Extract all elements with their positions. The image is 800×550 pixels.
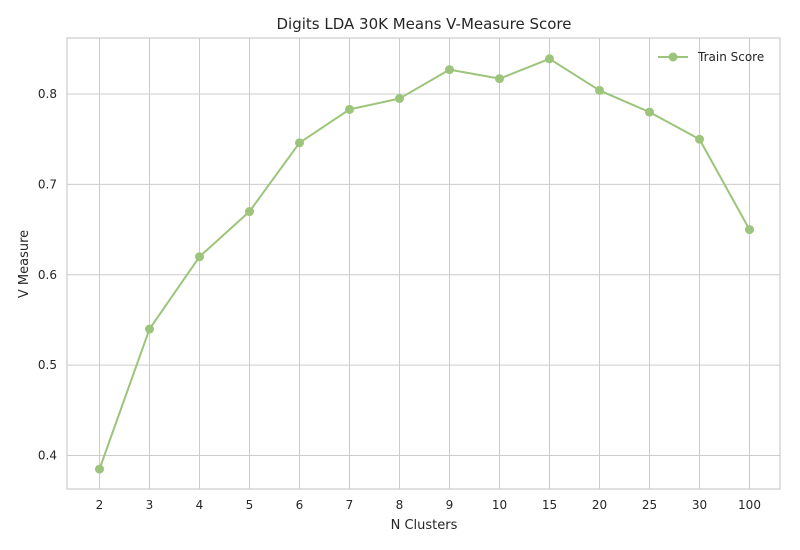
data-point [545,54,554,64]
y-axis-label: V Measure [17,230,32,298]
x-tick-label: 8 [396,498,404,512]
x-tick-labels: 2 3 4 5 6 7 8 9 10 15 20 25 30 100 [96,498,761,512]
x-tick-label: 3 [146,498,154,512]
data-point [445,65,454,75]
x-axis-label: N Clusters [391,518,458,533]
data-point [745,225,754,235]
y-tick-label: 0.7 [38,177,57,191]
x-tick-label: 10 [492,498,507,512]
y-tick-label: 0.6 [38,268,57,282]
x-tick-label: 7 [346,498,354,512]
x-tick-label: 5 [246,498,254,512]
legend-marker [668,52,678,62]
data-point [695,134,704,144]
legend: Train Score [658,50,764,64]
series-line [98,57,751,470]
data-point [345,104,354,114]
data-point [245,207,254,217]
x-tick-label: 100 [738,498,761,512]
grid [67,38,780,489]
data-point [395,94,404,104]
x-tick-label: 9 [446,498,454,512]
x-tick-label: 15 [542,498,557,512]
chart-title: Digits LDA 30K Means V-Measure Score [276,15,571,33]
x-tick-label: 4 [196,498,204,512]
data-point [195,252,204,262]
data-point [595,85,604,95]
y-tick-label: 0.5 [38,358,57,372]
x-tick-label: 20 [592,498,607,512]
x-tick-label: 25 [642,498,657,512]
data-point [645,107,654,117]
plot-frame [66,37,781,490]
data-point [95,464,104,474]
x-tick-label: 30 [692,498,707,512]
x-tick-label: 2 [96,498,104,512]
series-layer [95,54,754,474]
y-tick-label: 0.4 [38,449,57,463]
data-point [145,324,154,334]
x-tick-label: 6 [296,498,304,512]
data-point [295,138,304,148]
data-point [495,74,504,84]
y-tick-labels: 0.4 0.5 0.6 0.7 0.8 [38,87,57,463]
y-tick-label: 0.8 [38,87,57,101]
legend-label: Train Score [697,50,764,64]
